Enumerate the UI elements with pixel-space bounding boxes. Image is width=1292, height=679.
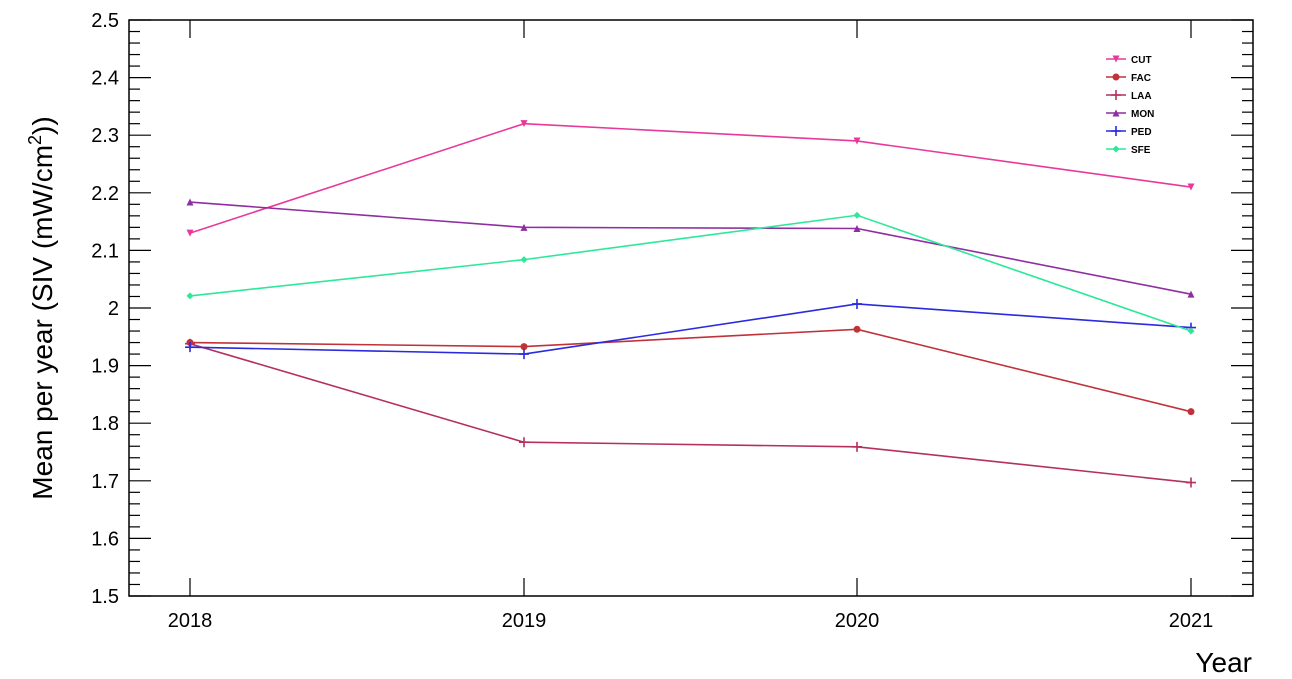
series-ped: [185, 298, 1196, 360]
y-tick-label: 1.5: [91, 586, 119, 608]
legend-label-laa: LAA: [1131, 91, 1152, 102]
data-point-cut: [1187, 183, 1195, 191]
data-point-cut: [853, 137, 861, 145]
series-line-fac: [189, 328, 1192, 413]
legend-label-sfe: SFE: [1131, 145, 1151, 156]
legend-item-fac: FAC: [1106, 73, 1151, 84]
y-tick-label: 1.6: [91, 528, 119, 550]
y-tick-label: 2.5: [91, 10, 119, 32]
data-point-laa: [1186, 477, 1196, 488]
x-tick-label: 2020: [835, 610, 880, 632]
data-point-mon: [853, 225, 861, 233]
legend-label-cut: CUT: [1131, 55, 1152, 66]
legend-label-fac: FAC: [1131, 73, 1151, 84]
series-line-cut: [189, 122, 1192, 234]
y-axis-title-main: Mean per year (SIV (mW/cm: [27, 145, 58, 500]
legend-marker-sfe: [1112, 145, 1120, 153]
legend-label-mon: MON: [1131, 109, 1154, 120]
x-tick-label: 2018: [168, 610, 213, 632]
tick-labels: 1.5 1.6 1.7 1.8 1.9 2 2.1 2.2 2.3 2.4 2.5 2018 2019 2…: [91, 10, 1213, 632]
data-point-ped: [519, 349, 529, 360]
data-point-fac: [1187, 408, 1195, 416]
data-point-cut: [520, 120, 528, 128]
x-axis-title: Year: [1195, 647, 1252, 678]
legend-marker-ped: [1111, 126, 1121, 136]
plot-frame: [128, 19, 1254, 597]
legend-item-cut: CUT: [1106, 55, 1152, 66]
data-point-laa: [519, 437, 529, 448]
data-point-fac: [520, 343, 528, 351]
data-point-ped: [852, 298, 862, 309]
series-line-laa: [189, 342, 1192, 484]
series-line-ped: [189, 303, 1192, 355]
legend-marker-cut: [1112, 55, 1120, 63]
legend-marker-laa: [1111, 90, 1121, 100]
series-cut: [186, 120, 1195, 237]
y-tick-label: 2.3: [91, 125, 119, 147]
y-tick-label: 2.2: [91, 183, 119, 205]
series-line-mon: [189, 201, 1192, 295]
data-point-sfe: [853, 211, 861, 219]
series-laa: [185, 338, 1196, 488]
y-tick-label: 1.9: [91, 356, 119, 378]
data-point-sfe: [1187, 327, 1195, 335]
legend: CUT FAC LAA MON PED SFE: [1106, 55, 1154, 156]
data-point-cut: [186, 229, 194, 237]
y-axis-title-superscript: 2: [25, 135, 45, 145]
legend-label-ped: PED: [1131, 127, 1152, 138]
legend-item-sfe: SFE: [1106, 145, 1151, 156]
y-tick-label: 2: [108, 298, 119, 320]
series-group: [185, 120, 1196, 488]
y-axis-title: Mean per year (SIV (mW/cm2)): [25, 116, 58, 499]
legend-item-mon: MON: [1106, 109, 1154, 120]
data-point-mon: [520, 223, 528, 231]
series-fac: [186, 325, 1195, 416]
data-point-fac: [853, 325, 861, 333]
y-tick-label: 1.7: [91, 471, 119, 493]
series-sfe: [186, 211, 1195, 335]
legend-item-laa: LAA: [1106, 90, 1152, 102]
legend-marker-fac: [1112, 73, 1120, 81]
x-tick-label: 2019: [502, 610, 547, 632]
data-point-mon: [186, 198, 194, 206]
series-mon: [186, 198, 1195, 298]
legend-marker-mon: [1112, 109, 1120, 117]
series-line-sfe: [189, 214, 1192, 332]
data-point-mon: [1187, 290, 1195, 298]
data-point-sfe: [520, 256, 528, 264]
y-tick-label: 1.8: [91, 413, 119, 435]
y-axis-title-end: )): [27, 116, 58, 135]
data-point-laa: [852, 441, 862, 452]
y-tick-label: 2.1: [91, 240, 119, 262]
data-point-sfe: [186, 292, 194, 300]
legend-item-ped: PED: [1106, 126, 1152, 138]
data-point-ped: [185, 342, 195, 353]
y-tick-label: 2.4: [91, 68, 119, 90]
axis-ticks: [129, 19, 1253, 597]
x-tick-label: 2021: [1169, 610, 1214, 632]
